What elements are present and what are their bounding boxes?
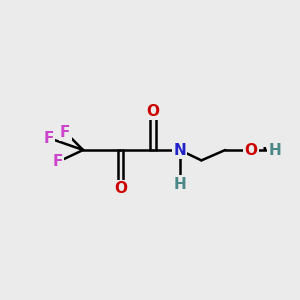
Text: O: O <box>114 181 127 196</box>
Text: F: F <box>53 154 63 169</box>
Text: ·: · <box>262 142 267 157</box>
Text: N: N <box>173 142 186 158</box>
Text: O: O <box>244 142 258 158</box>
Text: H: H <box>173 177 186 192</box>
Text: O: O <box>146 104 160 119</box>
Text: H: H <box>268 142 281 158</box>
Text: F: F <box>44 130 54 146</box>
Text: F: F <box>60 125 70 140</box>
